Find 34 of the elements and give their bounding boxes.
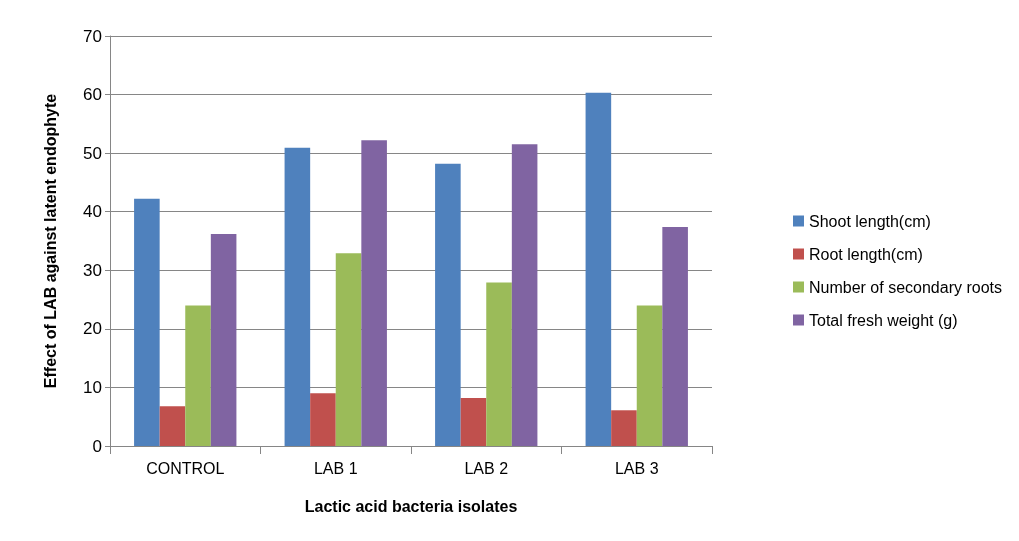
bar: [210, 233, 237, 446]
x-tick-label: LAB 3: [614, 459, 659, 477]
bar: [435, 163, 461, 446]
bar: [310, 393, 336, 446]
x-tick-label: LAB 1: [313, 459, 358, 477]
y-tick-label: 10: [83, 377, 102, 397]
bar: [159, 406, 186, 446]
bar: [662, 226, 688, 446]
bar: [335, 253, 362, 446]
y-tick-label: 50: [83, 143, 102, 163]
bar: [585, 92, 612, 446]
bar: [361, 140, 387, 446]
y-tick-label: 20: [83, 319, 102, 339]
y-axis-title: Effect of LAB against latent endophyte: [41, 93, 59, 389]
bar: [284, 147, 311, 446]
legend-label: Total fresh weight (g): [809, 311, 958, 329]
bar: [185, 305, 211, 446]
x-axis-title: Lactic acid bacteria isolates: [304, 497, 518, 515]
bar: [611, 410, 637, 446]
bar: [636, 305, 663, 446]
x-tick-label: CONTROL: [146, 459, 225, 477]
y-tick-label: 0: [92, 436, 102, 456]
y-tick-label: 60: [83, 85, 102, 105]
bar: [511, 144, 538, 446]
bar: [460, 397, 487, 446]
x-tick-label: LAB 2: [464, 459, 509, 477]
y-tick-label: 40: [83, 202, 102, 222]
legend-label: Root length(cm): [809, 245, 923, 263]
legend-label: Number of secondary roots: [809, 278, 1003, 296]
y-tick-label: 70: [83, 26, 102, 46]
bar: [134, 198, 160, 446]
legend-label: Shoot length(cm): [809, 212, 931, 230]
y-tick-label: 30: [83, 260, 102, 280]
bar: [486, 282, 512, 446]
